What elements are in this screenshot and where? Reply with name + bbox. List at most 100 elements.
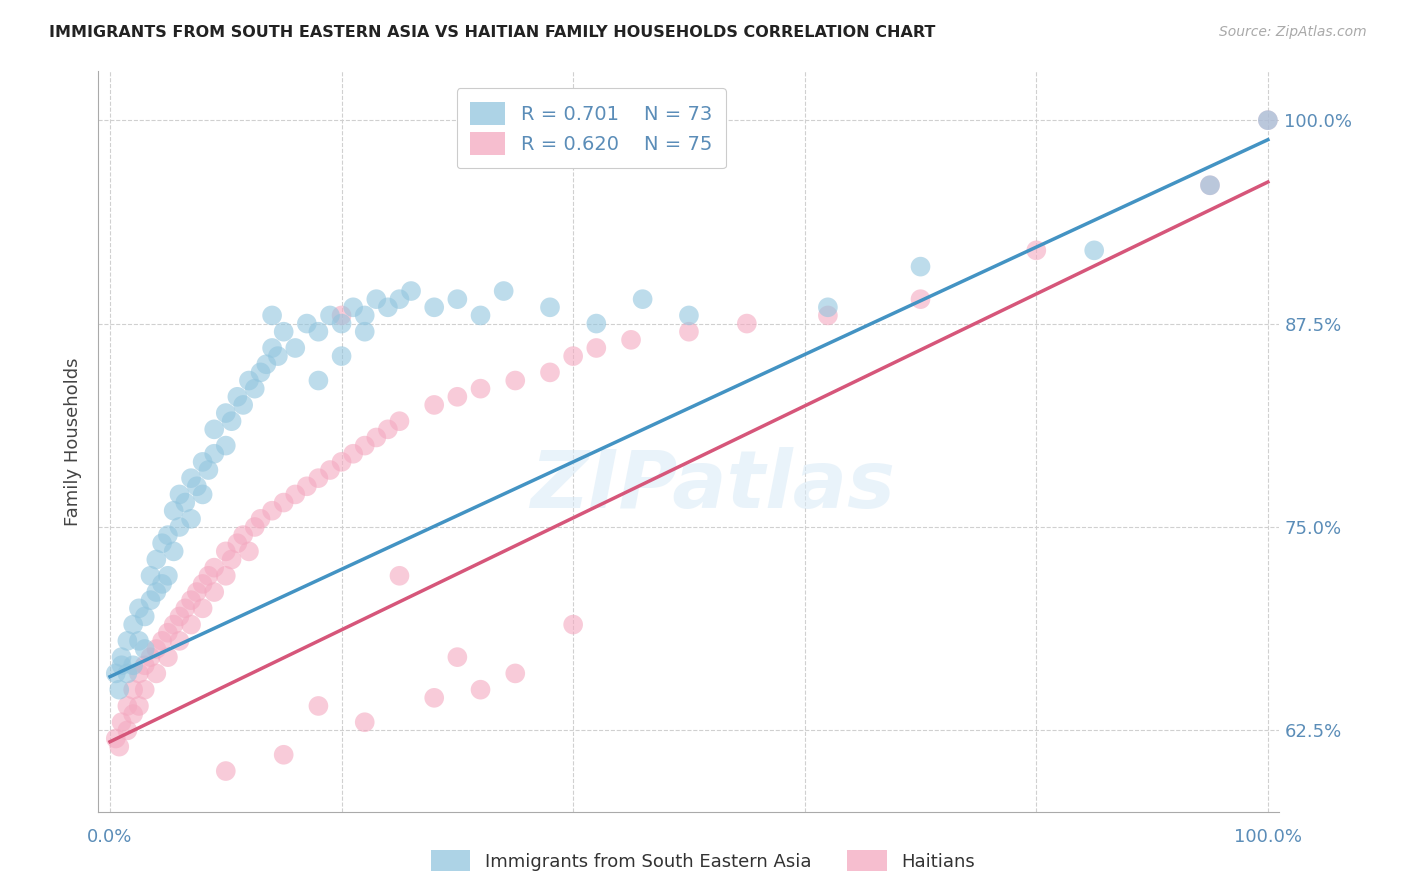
Point [423, 301, 446, 315]
Point [562, 617, 585, 632]
Point [353, 439, 375, 453]
Point [156, 650, 179, 665]
Point [262, 309, 284, 323]
Point [191, 601, 214, 615]
Point [191, 487, 214, 501]
Point [307, 325, 329, 339]
Point [284, 487, 307, 501]
Point [1199, 178, 1222, 193]
Point [249, 365, 271, 379]
Point [273, 495, 295, 509]
Y-axis label: Family Households: Family Households [65, 358, 83, 525]
Point [128, 601, 150, 615]
Point [817, 301, 839, 315]
Point [191, 577, 214, 591]
Point [169, 487, 191, 501]
Point [330, 349, 353, 363]
Point [117, 633, 139, 648]
Point [267, 349, 290, 363]
Point [104, 731, 127, 746]
Point [735, 317, 758, 331]
Point [1257, 113, 1279, 128]
Point [238, 544, 260, 558]
Point [139, 650, 162, 665]
Point [388, 292, 411, 306]
Point [202, 422, 225, 436]
Point [910, 260, 932, 274]
Point [307, 471, 329, 485]
Point [353, 325, 375, 339]
Point [134, 658, 156, 673]
Point [243, 520, 266, 534]
Point [678, 325, 700, 339]
Point [262, 504, 284, 518]
Text: Source: ZipAtlas.com: Source: ZipAtlas.com [1219, 25, 1367, 39]
Point [388, 414, 411, 428]
Point [388, 568, 411, 582]
Point [108, 682, 131, 697]
Point [202, 447, 225, 461]
Point [215, 406, 238, 420]
Point [353, 715, 375, 730]
Point [295, 317, 318, 331]
Point [470, 309, 492, 323]
Point [128, 698, 150, 713]
Point [817, 309, 839, 323]
Point [156, 528, 179, 542]
Point [150, 536, 173, 550]
Point [307, 698, 329, 713]
Point [366, 292, 388, 306]
Point [353, 309, 375, 323]
Point [139, 593, 162, 607]
Point [117, 666, 139, 681]
Point [1025, 244, 1047, 258]
Point [1199, 178, 1222, 193]
Point [145, 552, 167, 566]
Point [169, 609, 191, 624]
Point [110, 658, 132, 673]
Point [104, 666, 127, 681]
Point [399, 284, 422, 298]
Point [122, 658, 145, 673]
Point [503, 374, 526, 388]
Point [122, 617, 145, 632]
Point [191, 455, 214, 469]
Point [319, 463, 342, 477]
Legend: R = 0.701    N = 73, R = 0.620    N = 75: R = 0.701 N = 73, R = 0.620 N = 75 [457, 88, 725, 169]
Point [150, 633, 173, 648]
Point [238, 374, 260, 388]
Point [1083, 244, 1105, 258]
Point [678, 309, 700, 323]
Point [128, 633, 150, 648]
Point [562, 349, 585, 363]
Point [226, 536, 249, 550]
Point [180, 617, 202, 632]
Point [122, 682, 145, 697]
Point [117, 698, 139, 713]
Point [110, 715, 132, 730]
Point [631, 292, 654, 306]
Point [156, 625, 179, 640]
Point [232, 528, 254, 542]
Point [215, 568, 238, 582]
Point [254, 357, 277, 371]
Point [503, 666, 526, 681]
Point [585, 341, 607, 355]
Point [108, 739, 131, 754]
Point [197, 463, 219, 477]
Point [446, 390, 468, 404]
Point [330, 455, 353, 469]
Point [197, 568, 219, 582]
Point [910, 292, 932, 306]
Point [215, 439, 238, 453]
Point [163, 617, 186, 632]
Point [174, 495, 197, 509]
Point [215, 544, 238, 558]
Point [366, 430, 388, 444]
Point [180, 512, 202, 526]
Point [538, 365, 561, 379]
Point [163, 504, 186, 518]
Point [180, 593, 202, 607]
Point [470, 682, 492, 697]
Point [174, 601, 197, 615]
